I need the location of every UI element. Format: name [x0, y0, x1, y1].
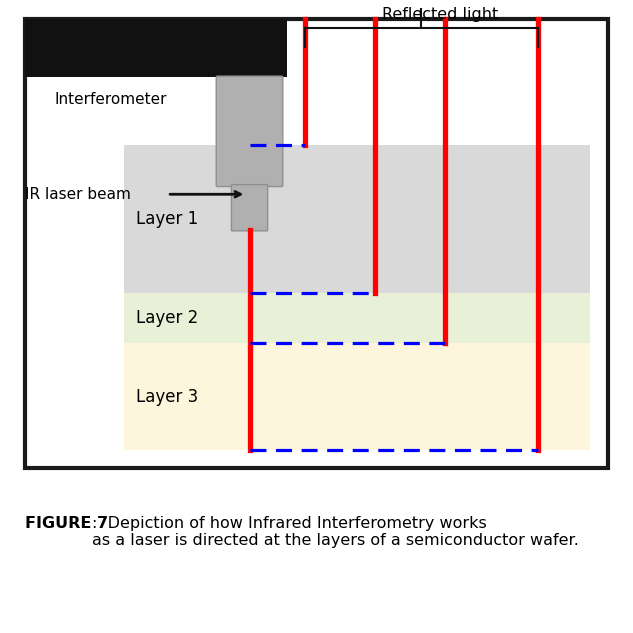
- Text: Reflected light: Reflected light: [382, 7, 498, 22]
- Text: Layer 3: Layer 3: [136, 387, 198, 406]
- Text: FIGURE 7: FIGURE 7: [25, 516, 108, 531]
- Bar: [25, 19, 287, 77]
- Text: Layer 1: Layer 1: [136, 210, 198, 228]
- Text: Interferometer: Interferometer: [54, 92, 167, 108]
- FancyBboxPatch shape: [232, 185, 268, 231]
- Text: Layer 2: Layer 2: [136, 309, 198, 327]
- Bar: [124, 293, 590, 342]
- FancyBboxPatch shape: [216, 76, 283, 187]
- Bar: [124, 145, 590, 293]
- Text: :  Depiction of how Infrared Interferometry works
as a laser is directed at the : : Depiction of how Infrared Interferomet…: [92, 516, 579, 548]
- Bar: [124, 342, 590, 451]
- Bar: [25, 19, 608, 468]
- Text: IR laser beam: IR laser beam: [25, 187, 131, 202]
